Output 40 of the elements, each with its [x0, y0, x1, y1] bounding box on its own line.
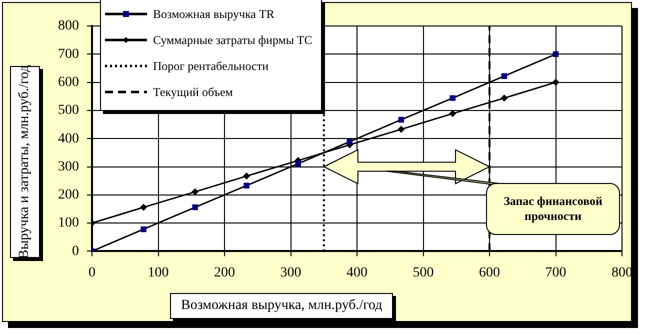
y-tick-label: 600 — [58, 74, 79, 90]
y-tick-label: 400 — [58, 131, 79, 146]
y-tick-label: 0 — [72, 244, 79, 259]
x-tick-label: 200 — [214, 265, 235, 280]
point — [140, 204, 147, 211]
point — [501, 73, 508, 79]
y-tick-label: 300 — [58, 159, 79, 174]
point — [295, 160, 301, 167]
y-tick-label: 500 — [58, 103, 79, 118]
y-axis-title: Выручка и затраты, млн.руб./год — [17, 64, 33, 260]
y-tick-label: 800 — [58, 18, 79, 34]
x-tick-label: 600 — [479, 265, 500, 280]
point — [552, 79, 559, 86]
x-tick-label: 500 — [412, 265, 434, 280]
x-tick-label: 400 — [346, 265, 368, 280]
point — [500, 94, 508, 102]
legend-label: Порог рентабельности — [153, 58, 268, 74]
point — [552, 51, 559, 58]
point — [243, 172, 250, 180]
point — [398, 116, 404, 123]
x-tick-label: 0 — [88, 265, 96, 280]
x-tick-label: 700 — [545, 265, 566, 280]
point — [449, 110, 456, 117]
point — [192, 204, 198, 210]
legend-label: Возможная выручка TR — [153, 6, 274, 22]
point — [192, 188, 198, 196]
point — [398, 126, 404, 133]
y-tick-label: 700 — [58, 46, 79, 62]
point — [450, 95, 456, 101]
y-tick-label: 100 — [58, 216, 79, 231]
legend-label: Суммарные затраты фирмы TC — [153, 32, 312, 48]
point — [140, 226, 146, 232]
x-tick-label: 100 — [148, 265, 169, 280]
point — [244, 182, 250, 188]
legend-label: Текущий объем — [153, 84, 233, 100]
point — [346, 138, 353, 145]
x-tick-label: 300 — [280, 265, 302, 280]
annotation: Запас финансовой прочности — [486, 183, 620, 235]
x-axis-title: Возможная выручка, млн.руб./год — [170, 293, 394, 319]
y-tick-label: 200 — [58, 188, 79, 203]
